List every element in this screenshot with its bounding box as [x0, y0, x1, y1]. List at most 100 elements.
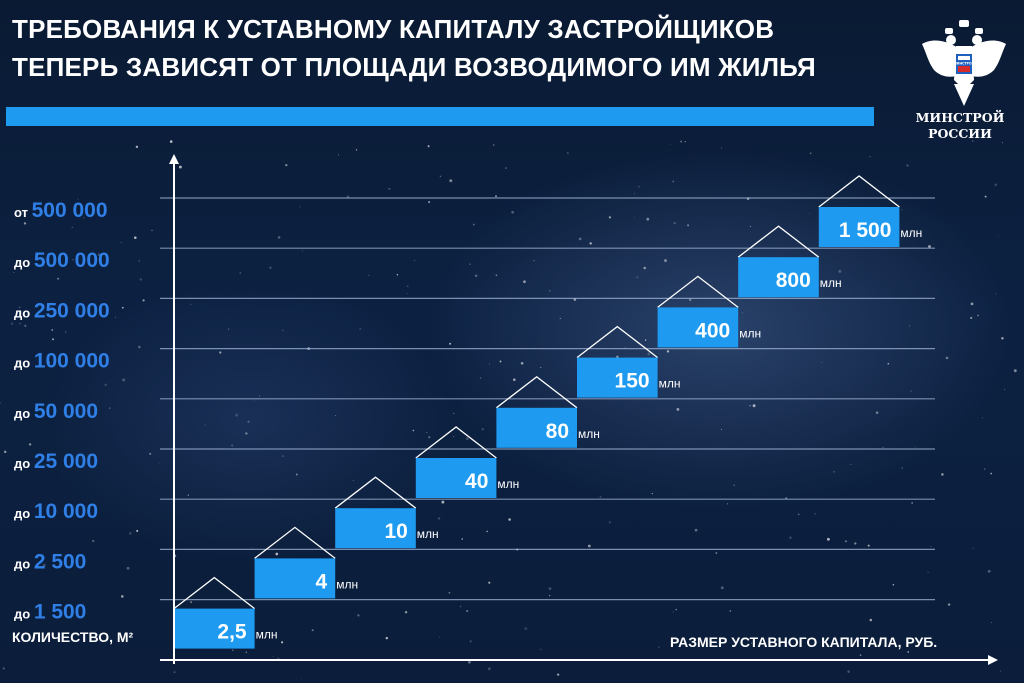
bar-value: 40 [465, 470, 488, 493]
star-dot [651, 492, 653, 495]
star-dot [808, 213, 811, 215]
bar-value: 4 [316, 570, 328, 593]
star-dot [253, 400, 255, 402]
star-dot [578, 237, 582, 241]
star-dot [666, 350, 670, 353]
y-tick-prefix: до [14, 255, 34, 270]
star-dot [927, 571, 929, 573]
star-dot [441, 500, 445, 504]
star-dot [847, 670, 850, 673]
bar [657, 307, 739, 348]
star-dot [71, 226, 73, 228]
star-dot [826, 537, 830, 541]
star-dot [47, 361, 50, 364]
star-dot [368, 274, 370, 276]
star-dot [520, 362, 524, 365]
star-dot [52, 338, 54, 341]
star-dot [821, 362, 823, 363]
bar-value: 80 [546, 420, 569, 443]
star-dot [720, 428, 722, 431]
bar-value: 150 [615, 370, 650, 393]
bar-data-label: 10 [384, 520, 407, 543]
star-dot [285, 163, 288, 167]
star-dot [749, 405, 751, 407]
star-dot [128, 532, 132, 535]
star-dot [277, 236, 281, 239]
star-dot [970, 302, 974, 306]
star-dot [114, 316, 116, 318]
star-dot [235, 413, 239, 417]
bar-unit: млн [659, 377, 681, 391]
star-dot [833, 470, 835, 473]
star-dot [850, 463, 852, 465]
bar-data-label: 150 [615, 370, 650, 393]
bar-unit: млн [900, 226, 922, 240]
star-dot [809, 152, 812, 155]
star-dot [245, 651, 247, 653]
bar-step: 80 млн [496, 375, 600, 448]
star-dot [646, 217, 650, 221]
star-dot [907, 651, 910, 653]
y-tick-label: до 2 500 [14, 550, 86, 573]
y-tick-label: до 250 000 [14, 299, 110, 322]
star-dot [1013, 369, 1017, 373]
star-dot [901, 209, 903, 211]
star-dot [587, 544, 591, 548]
star-dot [24, 324, 27, 327]
house-roof [818, 175, 900, 208]
star-dot [247, 420, 250, 423]
star-dot [495, 274, 498, 277]
star-dot [13, 271, 15, 274]
star-dot [2, 667, 5, 670]
star-dot [426, 431, 428, 434]
star-dot [413, 259, 416, 262]
star-dot [644, 339, 647, 341]
emblem-text: МИНСТРОЙ [954, 61, 975, 66]
ministry-name-line2: РОССИИ [928, 126, 992, 141]
bar-step: 150 млн [576, 325, 681, 398]
star-dot [910, 390, 912, 393]
star-dot [57, 277, 60, 280]
star-dot [838, 269, 842, 273]
star-dot [187, 494, 189, 496]
star-dot [428, 436, 431, 439]
star-dot [135, 145, 139, 149]
star-dot [72, 259, 74, 261]
star-dot [178, 165, 182, 169]
star-dot [231, 444, 234, 447]
star-dot [335, 415, 337, 417]
star-dot [675, 608, 677, 611]
bar-value: 2,5 [217, 621, 247, 644]
bar [496, 407, 577, 448]
star-dot [643, 266, 646, 270]
star-dot [941, 473, 944, 476]
star-dot [158, 462, 160, 464]
star-dot [149, 452, 152, 455]
chart-title-line1: ТРЕБОВАНИЯ К УСТАВНОМУ КАПИТАЛУ ЗАСТРОЙЩ… [12, 14, 775, 44]
star-dot [449, 179, 453, 183]
star-dot [548, 594, 551, 597]
star-dot [928, 245, 931, 248]
star-dot [355, 149, 358, 151]
bar-step: 10 млн [334, 476, 439, 549]
star-dot [357, 614, 360, 617]
chart-title: ТРЕБОВАНИЯ К УСТАВНОМУ КАПИТАЛУ ЗАСТРОЙЩ… [12, 10, 816, 86]
star-dot [151, 229, 153, 232]
star-field [0, 140, 1017, 680]
star-dot [139, 278, 142, 281]
bar-unit: млн [497, 477, 519, 491]
star-dot [281, 329, 284, 332]
star-dot [720, 586, 724, 590]
y-tick-label: до 50 000 [14, 400, 98, 423]
ministry-name-line1: МИНСТРОЙ [915, 110, 1005, 125]
star-dot [882, 446, 884, 449]
bar-unit: млн [820, 276, 842, 290]
grid-lines [160, 197, 935, 601]
star-dot [869, 156, 871, 158]
star-dot [91, 539, 95, 543]
star-dot [245, 432, 248, 435]
star-dot [945, 356, 949, 360]
star-dot [680, 140, 683, 143]
star-dot [219, 351, 222, 354]
star-dot [138, 260, 141, 262]
